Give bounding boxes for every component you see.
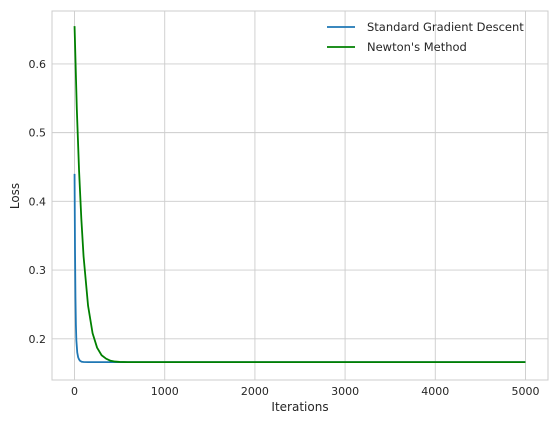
legend: Standard Gradient Descent Newton's Metho… bbox=[327, 20, 524, 54]
x-tick-label: 0 bbox=[71, 385, 78, 398]
y-tick-label: 0.3 bbox=[29, 264, 47, 277]
x-tick-label: 1000 bbox=[151, 385, 179, 398]
x-tick-label: 3000 bbox=[331, 385, 359, 398]
legend-label-newton: Newton's Method bbox=[367, 40, 467, 54]
x-tick-label: 5000 bbox=[511, 385, 539, 398]
y-tick-label: 0.4 bbox=[29, 195, 47, 208]
y-tick-label: 0.2 bbox=[29, 333, 47, 346]
series-line-newton bbox=[73, 26, 526, 364]
series-line-gradient-descent bbox=[73, 173, 526, 364]
y-tick-labels: 0.2 0.3 0.4 0.5 0.6 bbox=[29, 58, 47, 346]
x-tick-label: 2000 bbox=[241, 385, 269, 398]
x-axis-label: Iterations bbox=[271, 400, 328, 414]
y-tick-label: 0.6 bbox=[29, 58, 47, 71]
x-tick-label: 4000 bbox=[421, 385, 449, 398]
x-tick-labels: 0 1000 2000 3000 4000 5000 bbox=[71, 385, 539, 398]
plot-frame bbox=[51, 10, 549, 381]
y-axis-label: Loss bbox=[8, 183, 22, 209]
series-lines bbox=[73, 26, 526, 364]
legend-label-gradient-descent: Standard Gradient Descent bbox=[367, 20, 524, 34]
y-tick-label: 0.5 bbox=[29, 127, 47, 140]
grid bbox=[52, 11, 548, 380]
